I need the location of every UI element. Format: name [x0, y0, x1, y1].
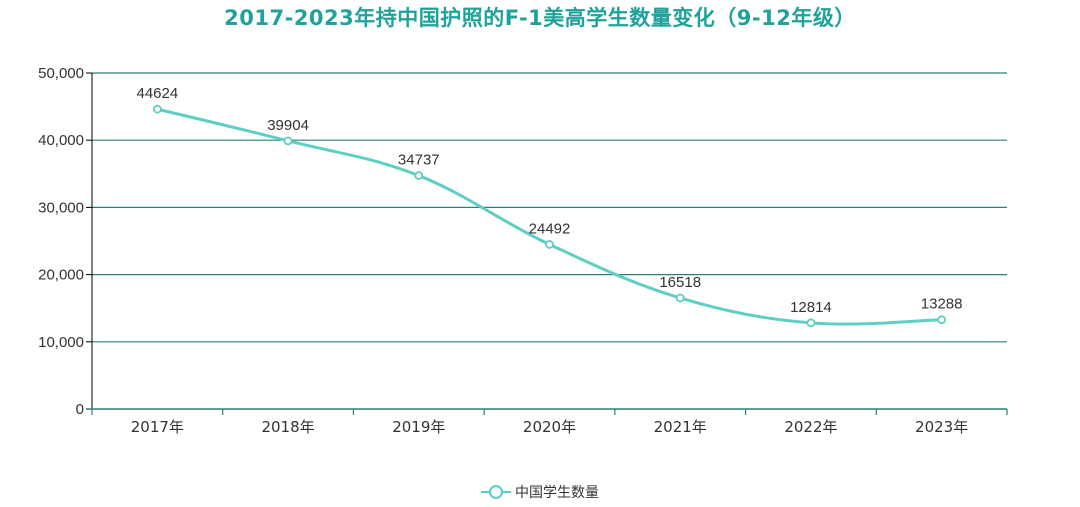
data-point — [545, 240, 554, 249]
data-labels: 44624 39904 34737 24492 16518 12814 13288 — [136, 85, 962, 316]
data-label: 13288 — [921, 296, 963, 313]
legend-line-marker-icon — [481, 484, 511, 500]
series-group — [152, 104, 947, 328]
x-tick-label: 2023年 — [915, 418, 968, 436]
data-label: 44624 — [136, 85, 178, 102]
x-tick-label: 2021年 — [654, 418, 707, 436]
data-point — [283, 136, 293, 146]
y-tick-label: 40,000 — [38, 132, 84, 149]
x-tick-label: 2019年 — [392, 418, 445, 436]
data-point — [806, 318, 816, 328]
gridlines — [92, 72, 1007, 343]
x-tick-label: 2017年 — [131, 418, 184, 436]
x-tick-label: 2020年 — [523, 418, 576, 436]
data-point — [937, 315, 947, 325]
legend-label: 中国学生数量 — [515, 485, 599, 501]
y-axis: 0 10,000 20,000 30,000 40,000 50,000 — [38, 65, 93, 418]
data-label: 12814 — [790, 299, 832, 316]
chart-title: 2017-2023年持中国护照的F-1美高学生数量变化（9-12年级） — [224, 6, 856, 30]
y-tick-label: 0 — [76, 401, 84, 418]
y-tick-label: 30,000 — [38, 199, 84, 216]
data-point — [675, 293, 685, 303]
x-axis: 2017年 2018年 2019年 2020年 2021年 2022年 2023年 — [86, 408, 1008, 436]
data-label: 39904 — [267, 117, 309, 134]
legend[interactable]: 中国学生数量 — [0, 482, 1080, 502]
y-tick-label: 10,000 — [38, 334, 84, 351]
data-label: 34737 — [398, 152, 440, 169]
data-point — [152, 104, 162, 114]
data-point — [414, 171, 424, 180]
x-tick-label: 2018年 — [261, 418, 314, 436]
series-line — [157, 107, 942, 326]
data-label: 24492 — [529, 220, 571, 237]
x-tick-label: 2022年 — [784, 418, 837, 436]
y-tick-label: 50,000 — [38, 65, 84, 82]
data-label: 16518 — [659, 274, 701, 291]
y-tick-label: 20,000 — [38, 267, 84, 284]
